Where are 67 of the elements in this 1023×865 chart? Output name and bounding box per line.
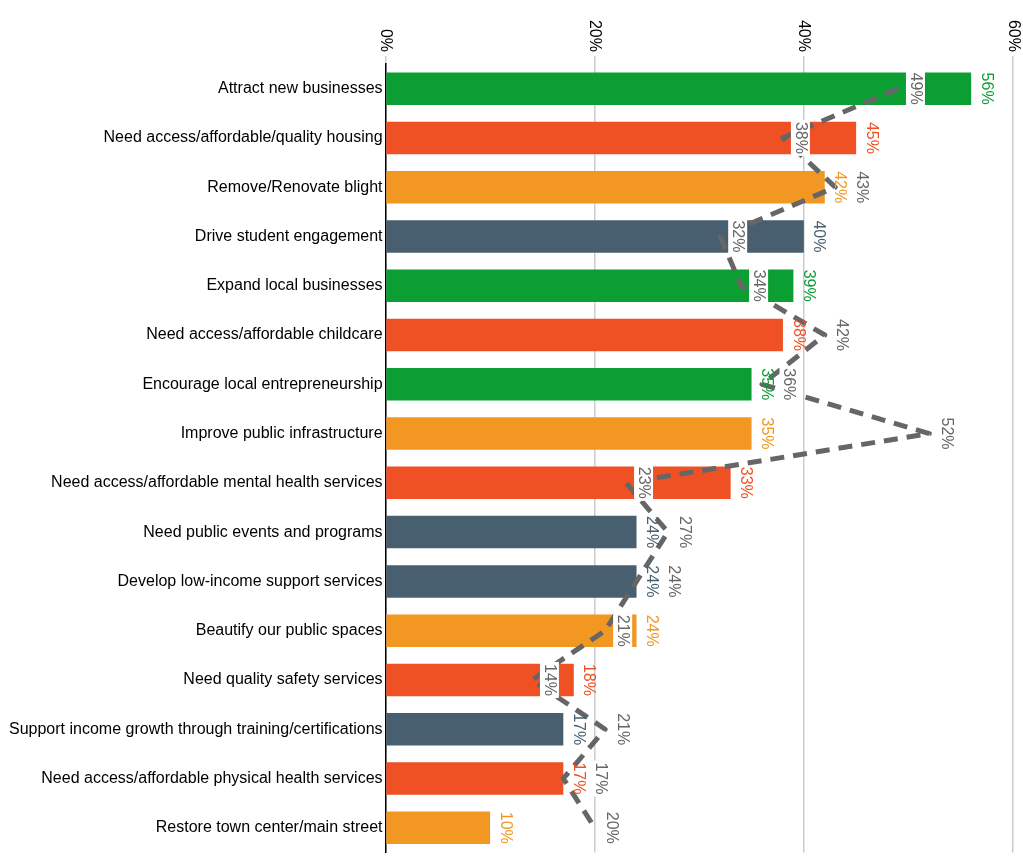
data-label: 38%	[792, 121, 810, 154]
y-tick-label: Need access/affordable mental health services	[51, 473, 383, 491]
data-label: 52%	[938, 417, 956, 450]
y-tick-label: Remove/Renovate blight	[207, 177, 384, 195]
data-label: 10%	[497, 811, 515, 844]
bar	[386, 72, 972, 105]
data-label: 39%	[800, 269, 818, 302]
data-label: 14%	[541, 663, 559, 696]
data-label: 24%	[666, 565, 684, 598]
bar	[386, 269, 794, 302]
y-tick-label: Need public events and programs	[143, 522, 383, 540]
bar	[386, 121, 857, 155]
y-tick-label: Beautify our public spaces	[195, 621, 383, 639]
data-label: 43%	[854, 171, 872, 204]
data-label: 20%	[604, 811, 622, 844]
y-tick-label: Attract new businesses	[218, 79, 383, 97]
data-label: 34%	[750, 269, 768, 302]
y-tick-label: Need quality safety services	[183, 670, 383, 688]
y-tick-label: Drive student engagement	[194, 226, 384, 244]
data-label: 56%	[978, 72, 996, 105]
data-label: 21%	[614, 713, 632, 746]
data-label: 40%	[811, 220, 829, 253]
y-tick-label: Need access/affordable/quality housing	[103, 128, 383, 146]
bar	[386, 565, 637, 598]
data-label: 36%	[781, 368, 799, 401]
y-tick-label: Restore town center/main street	[155, 818, 384, 836]
bar	[386, 220, 804, 253]
y-tick-label: Improve public infrastructure	[180, 423, 383, 441]
bar	[386, 318, 783, 352]
bar	[386, 762, 564, 795]
data-label: 24%	[644, 565, 662, 598]
y-tick-label: Expand local businesses	[206, 276, 383, 294]
data-label: 38%	[790, 319, 808, 352]
data-label: 45%	[863, 121, 881, 154]
data-label: 17%	[570, 762, 588, 795]
data-label: 42%	[834, 319, 852, 352]
data-label: 17%	[570, 713, 588, 746]
y-tick-label: Develop low-income support services	[117, 571, 383, 589]
x-tick-label: 60%	[1005, 19, 1023, 52]
data-label: 17%	[592, 762, 610, 795]
data-label: 35%	[759, 368, 777, 401]
data-label: 42%	[832, 171, 850, 204]
data-label: 32%	[729, 220, 747, 253]
data-label: 24%	[644, 516, 662, 549]
bar	[386, 712, 564, 746]
data-label: 21%	[614, 614, 632, 647]
x-tick-label: 0%	[378, 28, 396, 52]
y-tick-label: Need access/affordable physical health services	[41, 768, 383, 786]
bar	[386, 811, 491, 845]
bar	[386, 466, 731, 500]
bar	[386, 515, 637, 549]
bar	[386, 170, 825, 204]
bar	[386, 417, 752, 450]
x-tick-label: 40%	[796, 19, 814, 52]
data-label: 35%	[759, 417, 777, 450]
y-tick-label: Support income growth through training/certifications	[9, 719, 383, 737]
y-tick-label: Need access/affordable childcare	[146, 325, 383, 343]
data-label: 49%	[907, 72, 925, 105]
data-label: 24%	[644, 614, 662, 647]
bar	[386, 368, 752, 401]
y-tick-label: Encourage local entrepreneurship	[142, 374, 383, 392]
x-tick-label: 20%	[587, 19, 605, 52]
bar	[386, 614, 637, 647]
data-label: 27%	[677, 516, 695, 549]
data-label: 33%	[738, 466, 756, 499]
data-label: 18%	[581, 663, 599, 696]
data-label: 23%	[635, 466, 653, 499]
